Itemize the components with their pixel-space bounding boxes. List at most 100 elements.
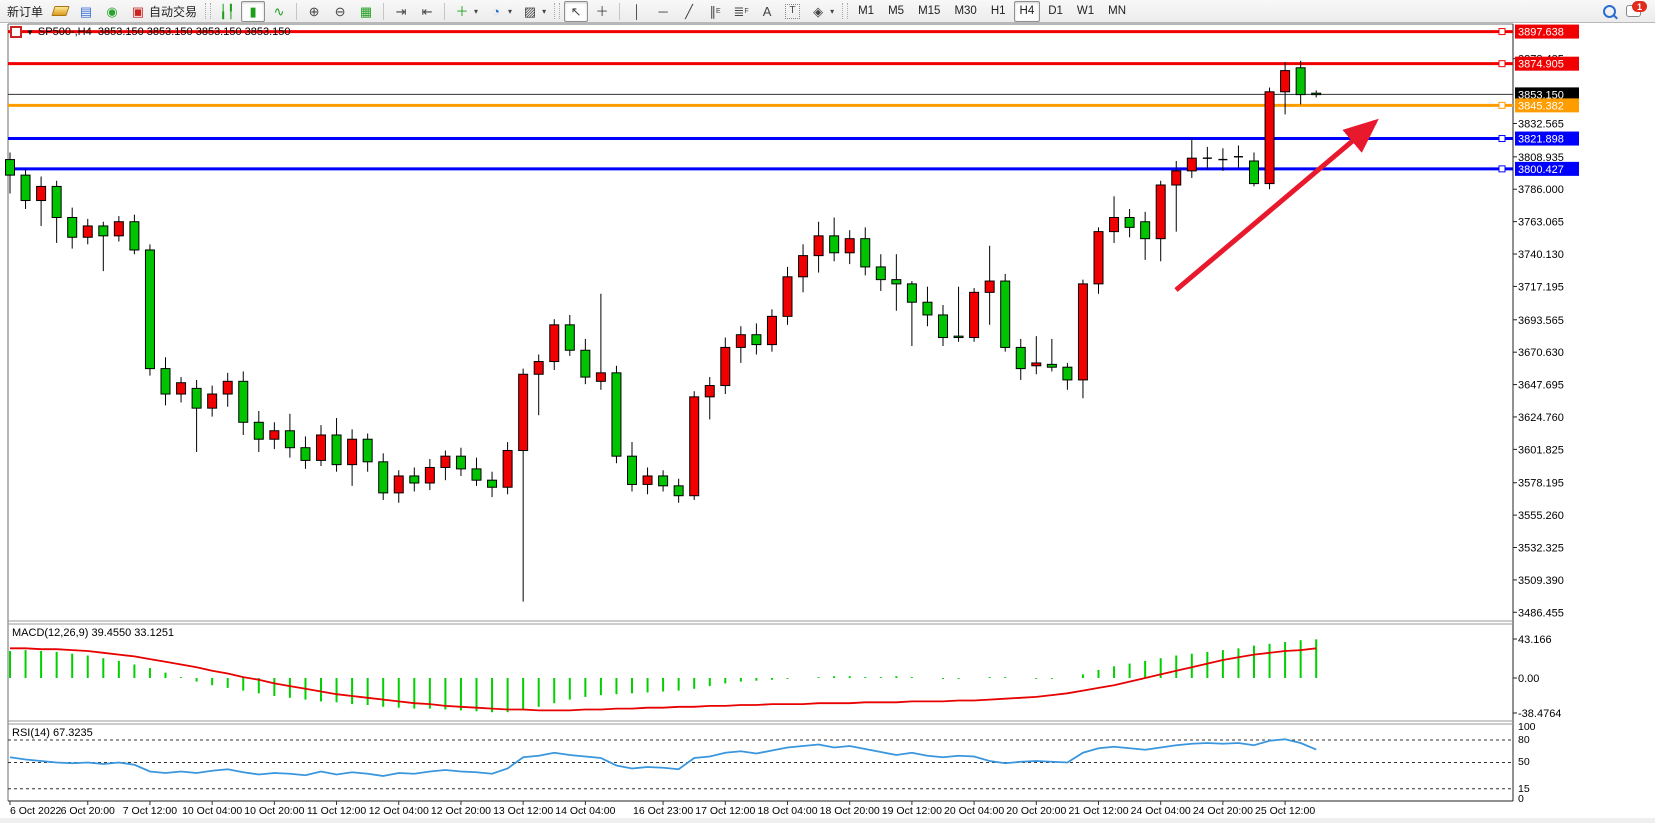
candle [922, 286, 933, 327]
candle [1186, 138, 1197, 178]
candle [300, 436, 311, 469]
macd-axis-label: 43.166 [1518, 634, 1552, 646]
candle [347, 429, 358, 486]
timeframe-h4[interactable]: H4 [1013, 0, 1041, 22]
timeframe-m30[interactable]: M30 [954, 5, 977, 17]
text-tool[interactable]: A [762, 3, 772, 19]
cursor-tool[interactable]: ↖ [564, 0, 589, 22]
candle [969, 288, 980, 342]
candle [766, 309, 777, 352]
candle [1233, 145, 1243, 169]
candle [938, 305, 948, 347]
candle [984, 245, 995, 325]
line-handle[interactable] [1498, 101, 1506, 109]
autotrade-button[interactable]: ▣ 自动交易 [126, 1, 201, 22]
time-axis-label: 20 Oct 04:00 [944, 805, 1004, 817]
zoom-in-icon[interactable]: ⊕ [308, 3, 320, 19]
price-tick-label: 3808.935 [1518, 152, 1564, 164]
rsi-line [9, 738, 1317, 777]
chart-shift-icon[interactable]: ⇤ [421, 3, 433, 19]
time-axis-label: 24 Oct 20:00 [1193, 805, 1253, 817]
candle [98, 221, 109, 272]
time-axis-label: 6 Oct 2022 [10, 805, 62, 817]
vertical-line-tool[interactable]: │ [633, 3, 642, 19]
periods-button[interactable]: ◔ ▾ [492, 3, 513, 19]
svg-text:3897.638: 3897.638 [1518, 27, 1564, 39]
line-handle[interactable] [1498, 165, 1506, 173]
price-tick-label: 3624.760 [1518, 412, 1564, 424]
time-axis-label: 16 Oct 23:00 [633, 805, 693, 817]
timeframe-m15[interactable]: M15 [918, 5, 941, 17]
indicators-button[interactable]: ＋ ▾ [455, 3, 479, 19]
candle [518, 368, 529, 602]
trend-arrow[interactable] [1174, 118, 1379, 292]
candlestick-chart-icon[interactable]: ▮ [241, 0, 266, 22]
timeframe-d1[interactable]: D1 [1048, 5, 1063, 17]
candle [720, 337, 731, 395]
time-axis-label: 19 Oct 12:00 [882, 805, 942, 817]
macd-signal-line [10, 647, 1317, 712]
autotrade-icon: ▣ [131, 3, 145, 19]
candle [689, 391, 700, 500]
terminals-icon[interactable]: ▤ [79, 3, 93, 19]
fibonacci-tool[interactable]: ≣ F [733, 3, 749, 19]
candle [1015, 338, 1026, 380]
candle [222, 372, 233, 407]
candle [1124, 209, 1135, 238]
line-chart-icon[interactable]: ∿ [273, 3, 285, 19]
line-handle[interactable] [1498, 135, 1506, 143]
timeframe-m1[interactable]: M1 [858, 5, 875, 17]
candle [424, 458, 435, 491]
text-label-tool[interactable]: T [781, 1, 804, 22]
time-axis-label: 14 Oct 04:00 [555, 805, 615, 817]
channel-tool[interactable]: ∥ E [709, 3, 721, 19]
candle [1000, 273, 1011, 352]
chevron-down-icon[interactable]: ▼ [26, 27, 34, 37]
candle [113, 216, 124, 242]
candle [658, 470, 669, 492]
shapes-tool[interactable]: ◈ ▾ [813, 3, 835, 19]
timeframe-mn[interactable]: MN [1108, 5, 1127, 17]
new-order-button[interactable]: 新订单 [3, 1, 47, 22]
candle [253, 410, 264, 452]
price-tick-label: 3647.695 [1518, 380, 1564, 392]
search-icon[interactable] [1599, 1, 1620, 22]
time-axis-label: 6 Oct 20:00 [61, 805, 115, 817]
timeframe-w1[interactable]: W1 [1076, 5, 1095, 17]
chat-badge: 1 [1632, 1, 1647, 12]
timeframe-m5[interactable]: M5 [888, 5, 905, 17]
trendline-tool[interactable]: ╱ [685, 3, 693, 19]
rsi-axis-label: 0 [1518, 793, 1524, 805]
time-axis-label: 18 Oct 20:00 [820, 805, 880, 817]
zoom-out-icon[interactable]: ⊖ [334, 3, 346, 19]
horizontal-line-tool[interactable]: ─ [658, 3, 668, 19]
signals-icon[interactable]: ◉ [106, 3, 118, 19]
chart-window-icon[interactable] [10, 26, 22, 38]
candle [129, 214, 140, 255]
rsi-axis-label: 100 [1518, 721, 1536, 733]
candle [487, 471, 498, 498]
macd-label: MACD(12,26,9) 39.4550 33.1251 [12, 627, 175, 639]
chat-icon[interactable]: 1 [1622, 1, 1647, 22]
line-handle[interactable] [1498, 28, 1506, 36]
candle [1280, 62, 1291, 115]
price-badge: 3874.905 [1515, 56, 1579, 71]
price-tick-label: 3532.325 [1518, 543, 1564, 555]
time-axis-label: 21 Oct 12:00 [1068, 805, 1128, 817]
timeframe-h1[interactable]: H1 [990, 5, 1006, 17]
line-handle[interactable] [1498, 60, 1506, 68]
gold-ingot-icon[interactable] [49, 1, 72, 22]
tile-windows-icon[interactable]: ▦ [359, 3, 373, 19]
candle [455, 447, 466, 476]
templates-button[interactable]: ▨ ▾ [523, 3, 547, 19]
bar-chart-icon[interactable]: ╽╿ [219, 3, 235, 19]
price-tick-label: 3578.195 [1518, 478, 1564, 490]
time-axis-label: 11 Oct 12:00 [307, 805, 367, 817]
price-badge: 3897.638 [1515, 24, 1579, 39]
candle [51, 180, 62, 243]
crosshair-tool[interactable]: ＋ [595, 3, 609, 19]
auto-scroll-icon[interactable]: ⇥ [395, 3, 407, 19]
candle [611, 365, 622, 464]
time-axis-label: 13 Oct 12:00 [493, 805, 553, 817]
